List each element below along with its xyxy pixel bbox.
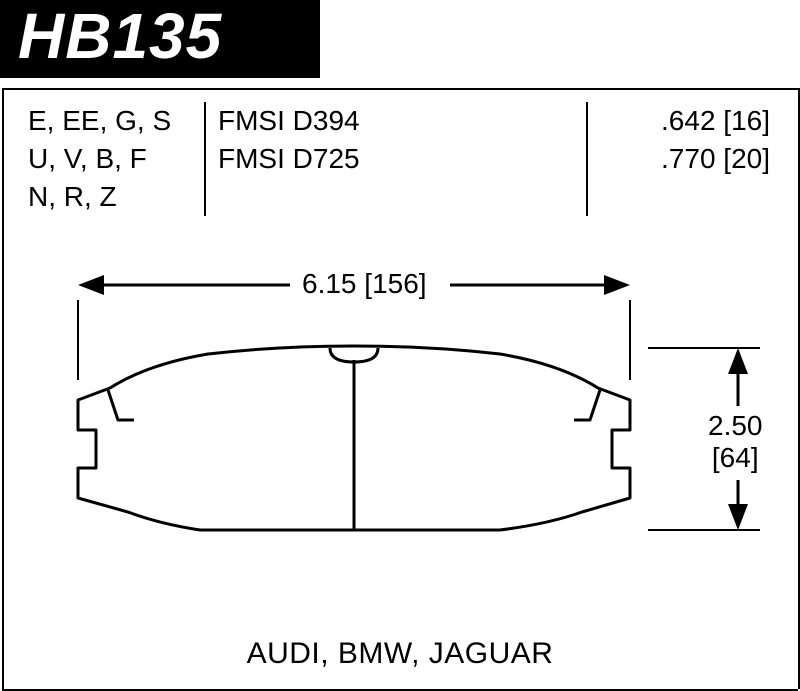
height-dimension-arrow (648, 348, 760, 530)
brake-pad-outline (78, 346, 630, 530)
brake-pad-diagram (0, 0, 800, 691)
